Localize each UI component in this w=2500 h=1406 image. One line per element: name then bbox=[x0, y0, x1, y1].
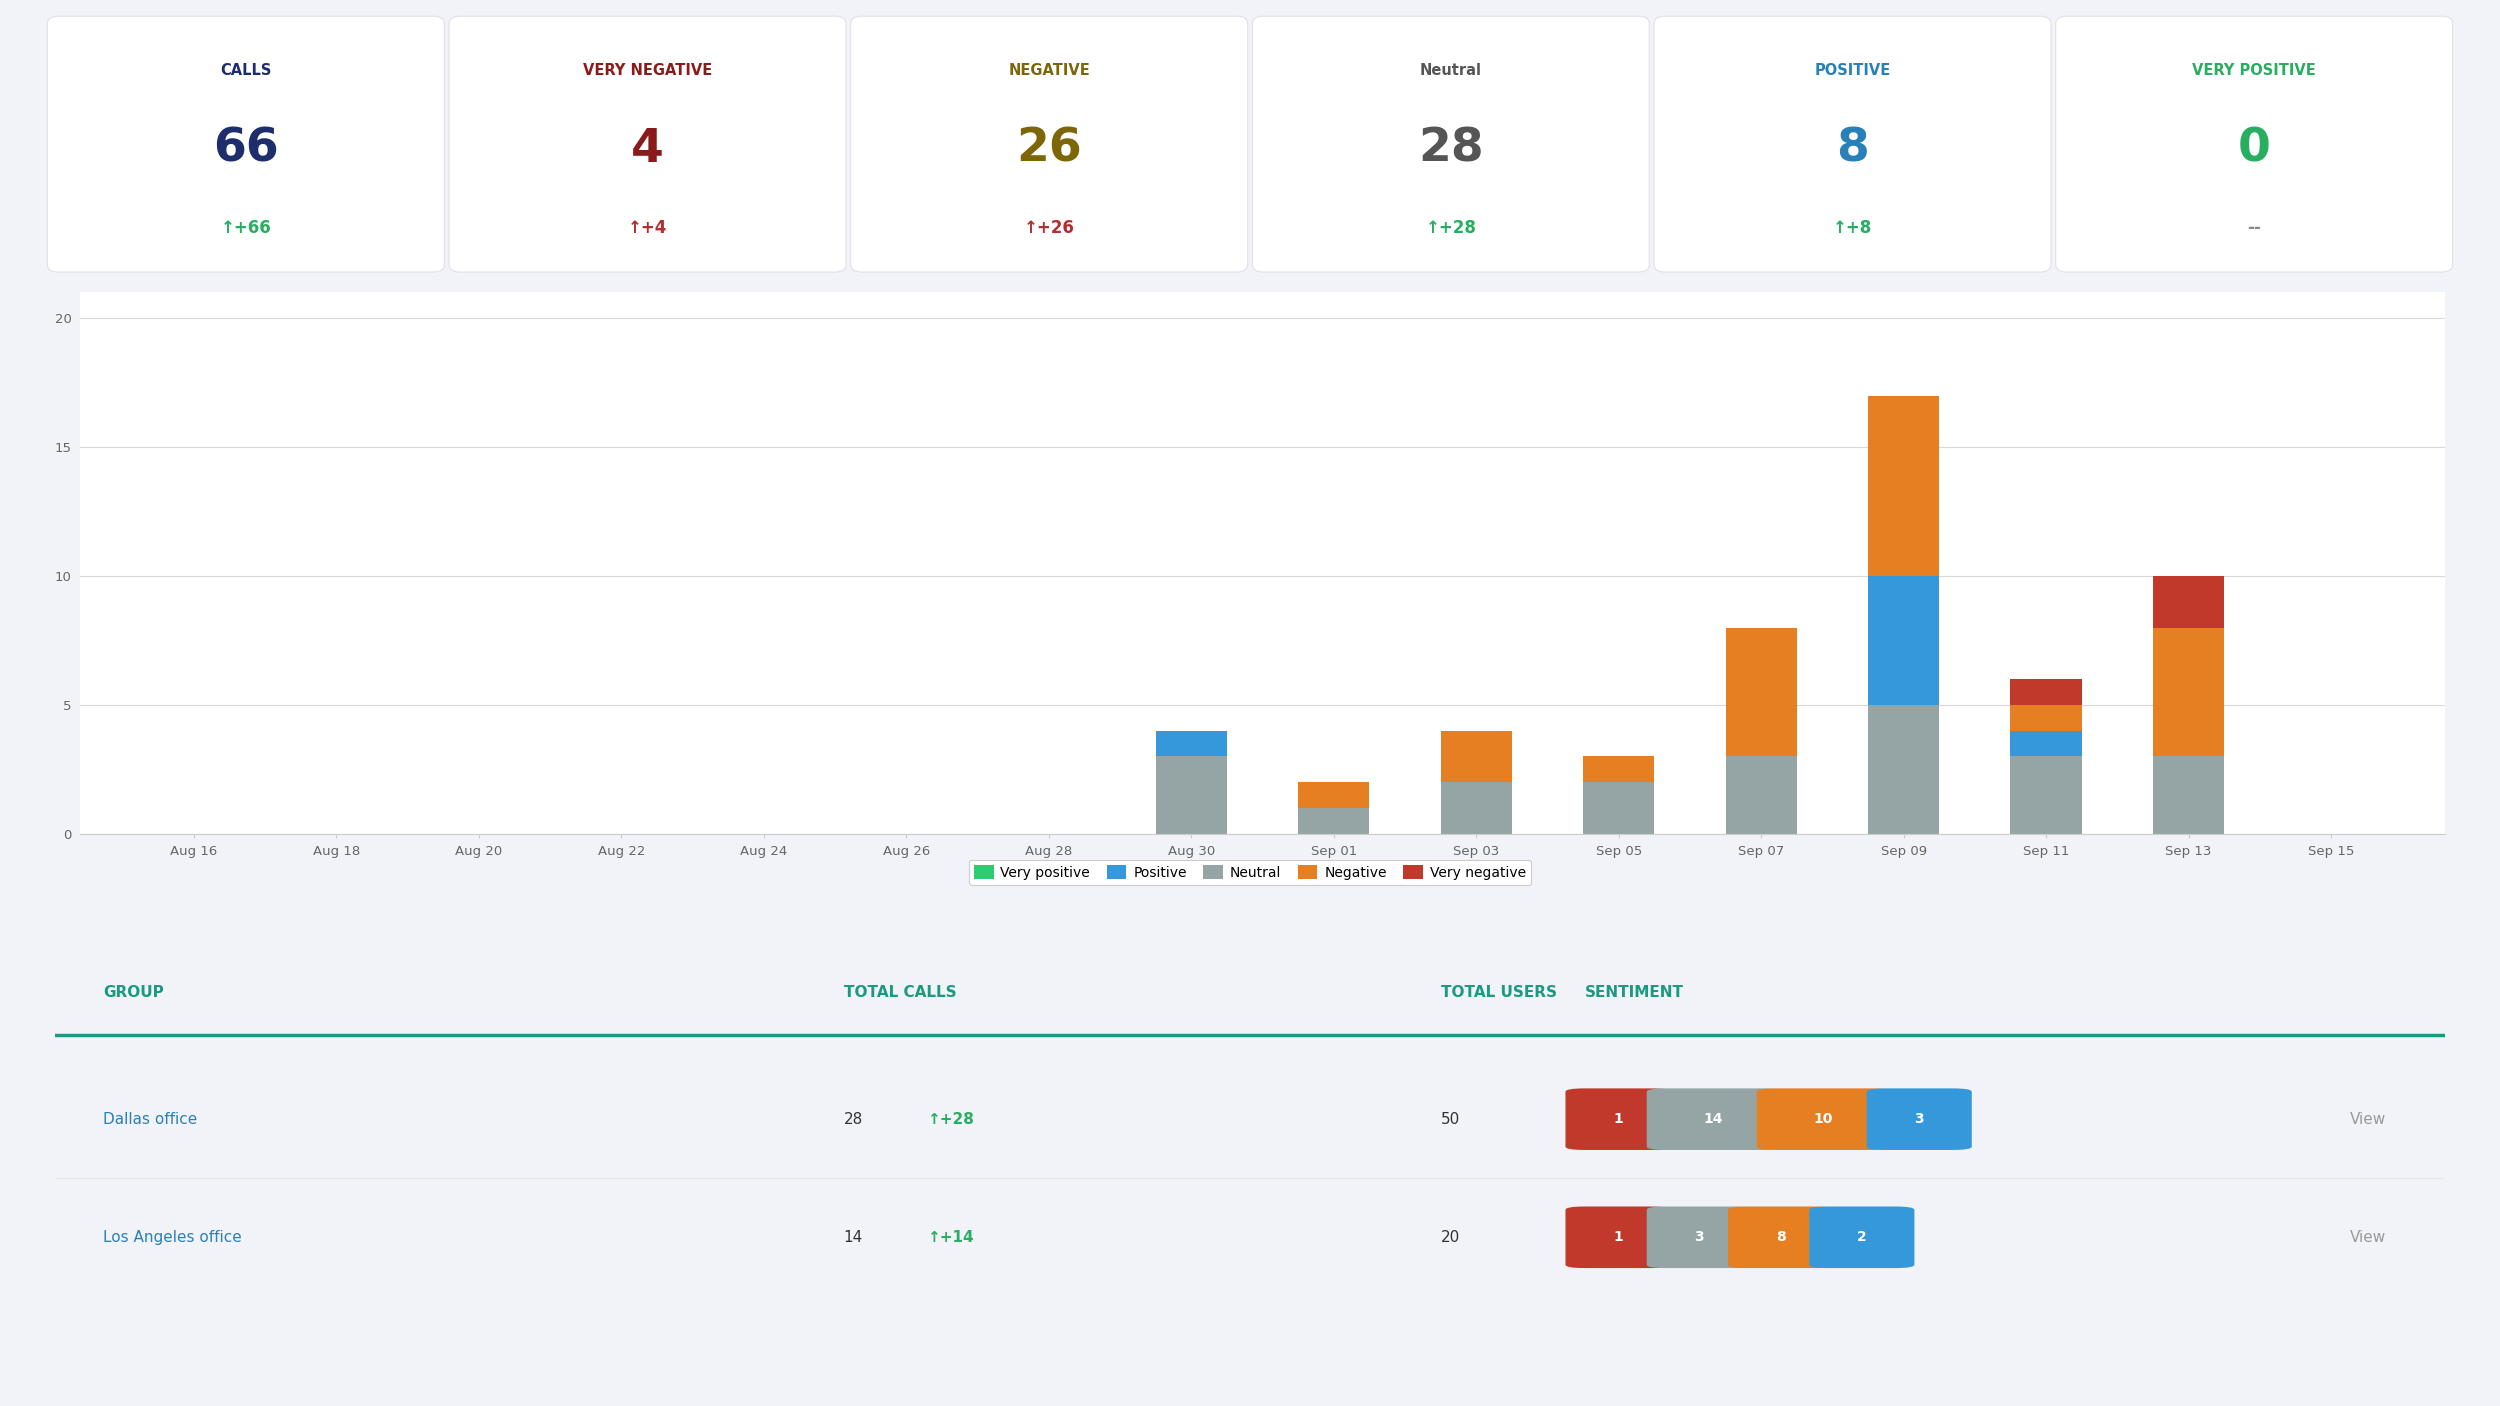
Text: 66: 66 bbox=[213, 127, 278, 172]
Bar bbox=[2010, 756, 2082, 834]
Text: 1: 1 bbox=[1612, 1112, 1622, 1126]
Text: 8: 8 bbox=[1835, 127, 1870, 172]
FancyBboxPatch shape bbox=[1565, 1206, 1670, 1268]
Text: --: -- bbox=[2248, 219, 2260, 236]
Bar bbox=[2010, 731, 2082, 756]
Bar bbox=[1440, 782, 1512, 834]
Text: ↑+66: ↑+66 bbox=[220, 219, 270, 236]
Text: 1: 1 bbox=[1612, 1230, 1622, 1244]
Text: POSITIVE: POSITIVE bbox=[1815, 63, 1890, 77]
Text: Dallas office: Dallas office bbox=[102, 1112, 198, 1126]
FancyBboxPatch shape bbox=[1252, 15, 1650, 271]
Text: SENTIMENT: SENTIMENT bbox=[1585, 986, 1682, 1000]
Text: 4: 4 bbox=[630, 127, 665, 172]
FancyBboxPatch shape bbox=[1758, 1088, 1890, 1150]
Text: ↑+14: ↑+14 bbox=[928, 1230, 975, 1244]
Text: 10: 10 bbox=[1815, 1112, 1832, 1126]
Bar bbox=[1440, 731, 1512, 782]
Bar bbox=[2010, 679, 2082, 704]
Bar bbox=[1582, 756, 1655, 782]
Text: VERY NEGATIVE: VERY NEGATIVE bbox=[582, 63, 712, 77]
Bar bbox=[1155, 756, 1228, 834]
Bar bbox=[1298, 782, 1370, 808]
Text: 2: 2 bbox=[1858, 1230, 1868, 1244]
FancyBboxPatch shape bbox=[1868, 1088, 1972, 1150]
Text: 3: 3 bbox=[1915, 1112, 1925, 1126]
Text: 14: 14 bbox=[1705, 1112, 1722, 1126]
Text: 26: 26 bbox=[1017, 127, 1082, 172]
FancyBboxPatch shape bbox=[1727, 1206, 1832, 1268]
Text: Neutral: Neutral bbox=[1420, 63, 1482, 77]
FancyBboxPatch shape bbox=[2055, 15, 2452, 271]
Bar bbox=[1868, 576, 1940, 704]
Text: View: View bbox=[2350, 1230, 2385, 1244]
Text: 20: 20 bbox=[1440, 1230, 1460, 1244]
Text: 8: 8 bbox=[1775, 1230, 1785, 1244]
Bar bbox=[1868, 395, 1940, 576]
Bar bbox=[2152, 756, 2225, 834]
Text: VERY POSITIVE: VERY POSITIVE bbox=[2192, 63, 2315, 77]
Text: ↑+26: ↑+26 bbox=[1022, 219, 1075, 236]
Bar bbox=[2152, 576, 2225, 627]
FancyBboxPatch shape bbox=[1565, 1088, 1670, 1150]
FancyBboxPatch shape bbox=[1648, 1088, 1780, 1150]
FancyBboxPatch shape bbox=[1655, 15, 2050, 271]
Text: ↑+8: ↑+8 bbox=[1832, 219, 1872, 236]
Text: View: View bbox=[2350, 1112, 2385, 1126]
Text: NEGATIVE: NEGATIVE bbox=[1008, 63, 1090, 77]
FancyBboxPatch shape bbox=[48, 15, 445, 271]
Bar bbox=[1582, 782, 1655, 834]
Text: ↑+28: ↑+28 bbox=[1425, 219, 1477, 236]
Bar bbox=[1868, 704, 1940, 834]
Text: CALLS: CALLS bbox=[220, 63, 272, 77]
Text: TOTAL USERS: TOTAL USERS bbox=[1440, 986, 1558, 1000]
Bar bbox=[2152, 627, 2225, 756]
Text: 14: 14 bbox=[842, 1230, 862, 1244]
Text: 28: 28 bbox=[842, 1112, 862, 1126]
FancyBboxPatch shape bbox=[1810, 1206, 1915, 1268]
Bar bbox=[1725, 627, 1797, 756]
Text: 50: 50 bbox=[1440, 1112, 1460, 1126]
FancyBboxPatch shape bbox=[1648, 1206, 1752, 1268]
Text: TOTAL CALLS: TOTAL CALLS bbox=[842, 986, 958, 1000]
FancyBboxPatch shape bbox=[850, 15, 1248, 271]
Bar bbox=[2010, 704, 2082, 731]
Text: Los Angeles office: Los Angeles office bbox=[102, 1230, 242, 1244]
Legend: Very positive, Positive, Neutral, Negative, Very negative: Very positive, Positive, Neutral, Negati… bbox=[968, 859, 1532, 886]
FancyBboxPatch shape bbox=[450, 15, 845, 271]
Text: 3: 3 bbox=[1695, 1230, 1705, 1244]
Text: 28: 28 bbox=[1417, 127, 1482, 172]
Text: ↑+4: ↑+4 bbox=[628, 219, 668, 236]
Bar bbox=[1298, 808, 1370, 834]
Bar bbox=[1155, 731, 1228, 756]
Text: GROUP: GROUP bbox=[102, 986, 162, 1000]
Text: ↑+28: ↑+28 bbox=[928, 1112, 975, 1126]
Text: 0: 0 bbox=[2238, 127, 2270, 172]
Bar bbox=[1725, 756, 1797, 834]
